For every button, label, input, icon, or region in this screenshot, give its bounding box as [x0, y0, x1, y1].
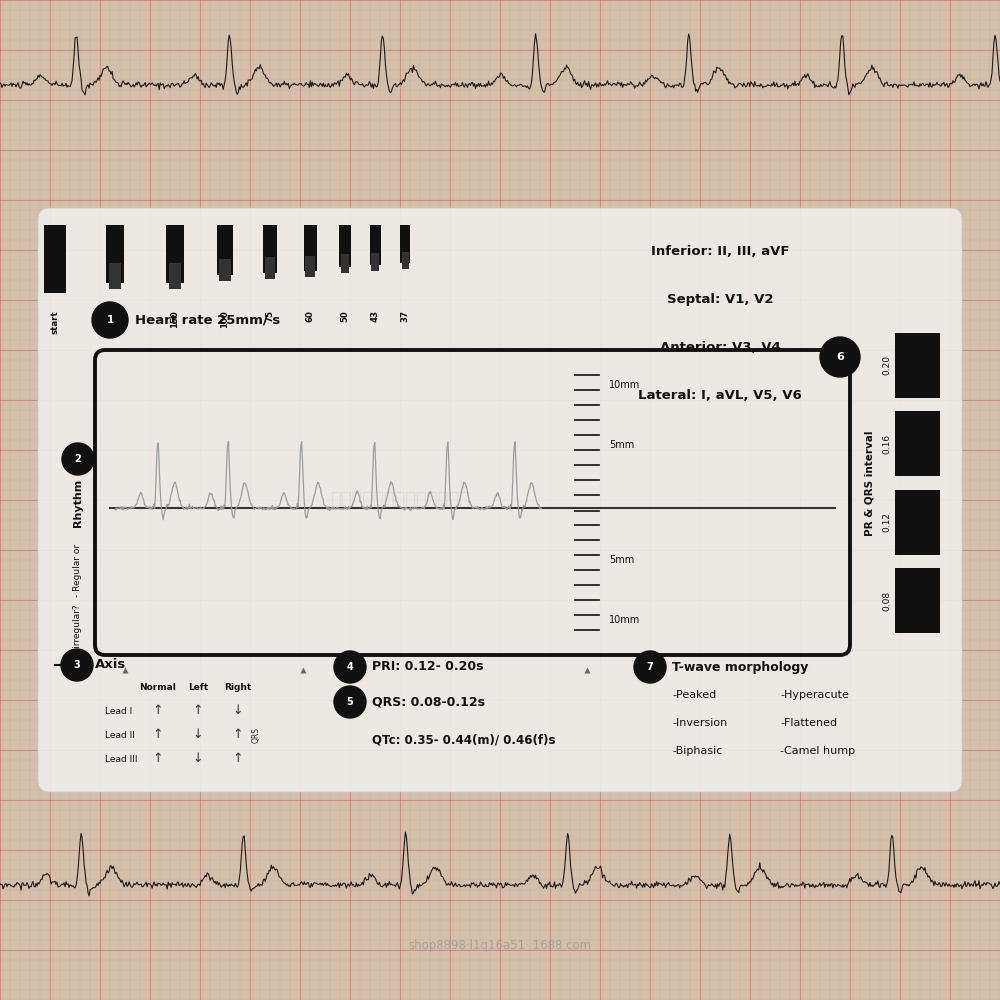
Text: shop8898·l1q16a51·.1688.com: shop8898·l1q16a51·.1688.com	[408, 938, 592, 952]
Bar	[400, 225, 410, 263]
Bar	[895, 490, 940, 555]
Text: ↑: ↑	[153, 704, 163, 718]
Text: -Camel hump: -Camel hump	[780, 746, 855, 756]
Text: PRI: 0.12- 0.20s: PRI: 0.12- 0.20s	[372, 660, 484, 674]
Text: Septal: V1, V2: Septal: V1, V2	[667, 293, 773, 306]
Text: QTc: 0.35- 0.44(m)/ 0.46(f)s: QTc: 0.35- 0.44(m)/ 0.46(f)s	[372, 734, 556, 746]
Circle shape	[92, 302, 128, 338]
Text: ↓: ↓	[193, 728, 203, 742]
Text: 1: 1	[106, 315, 114, 325]
Bar	[402, 252, 409, 269]
Circle shape	[62, 443, 94, 475]
Text: - irregular?: - irregular?	[74, 604, 82, 654]
Bar	[895, 332, 940, 397]
Text: -Hyperacute: -Hyperacute	[780, 690, 849, 700]
Text: -Peaked: -Peaked	[672, 690, 716, 700]
Text: Lateral: I, aVL, V5, V6: Lateral: I, aVL, V5, V6	[638, 389, 802, 402]
Bar	[370, 225, 380, 265]
Text: 6: 6	[836, 352, 844, 362]
Text: 300: 300	[110, 310, 120, 328]
Text: ↑: ↑	[233, 752, 243, 766]
Bar	[304, 225, 316, 271]
Bar	[219, 258, 231, 281]
Bar	[265, 257, 275, 279]
Circle shape	[820, 337, 860, 377]
Text: 37: 37	[400, 310, 410, 322]
Bar	[169, 263, 181, 289]
Text: 0.12: 0.12	[882, 512, 891, 532]
Bar	[217, 225, 233, 275]
Text: 3: 3	[74, 660, 80, 670]
Bar	[263, 225, 277, 273]
Text: 4: 4	[347, 662, 353, 672]
Text: 东菞市辉晶泰工艺品有限公司: 东菞市辉晶泰工艺品有限公司	[330, 491, 470, 509]
Text: 0.16: 0.16	[882, 434, 891, 454]
Circle shape	[334, 686, 366, 718]
Bar	[371, 253, 379, 271]
Text: 0.08: 0.08	[882, 591, 891, 611]
Text: Lead II: Lead II	[105, 730, 135, 740]
Bar	[166, 225, 184, 283]
Text: 5mm: 5mm	[609, 555, 635, 565]
Text: Right: Right	[224, 683, 252, 692]
Text: 50: 50	[340, 310, 350, 322]
Text: Lead III: Lead III	[105, 754, 138, 764]
Text: 43: 43	[370, 310, 380, 322]
Text: ↑: ↑	[153, 728, 163, 742]
Text: 5mm: 5mm	[609, 440, 635, 450]
Bar	[109, 263, 121, 289]
Text: Lead I: Lead I	[105, 706, 132, 716]
Text: 75: 75	[266, 310, 274, 322]
Text: -Inversion: -Inversion	[672, 718, 727, 728]
Bar	[44, 225, 66, 293]
Text: 150: 150	[170, 310, 180, 328]
Circle shape	[61, 649, 93, 681]
Text: Normal: Normal	[140, 683, 176, 692]
Text: Inferior: II, III, aVF: Inferior: II, III, aVF	[651, 245, 789, 258]
Text: Left: Left	[188, 683, 208, 692]
Text: Rhythm: Rhythm	[73, 479, 83, 527]
Text: ↓: ↓	[233, 704, 243, 718]
Text: 5: 5	[347, 697, 353, 707]
Text: -Biphasic: -Biphasic	[672, 746, 722, 756]
Text: 7: 7	[647, 662, 653, 672]
Text: Heart rate 25mm/ s: Heart rate 25mm/ s	[135, 314, 280, 326]
Bar	[305, 256, 315, 277]
Text: T-wave morphology: T-wave morphology	[672, 660, 808, 674]
Text: -Flattened: -Flattened	[780, 718, 837, 728]
Bar	[341, 254, 349, 273]
Text: ↑: ↑	[193, 704, 203, 718]
Bar	[895, 568, 940, 633]
Text: 0.20: 0.20	[882, 355, 891, 375]
Text: QRS: QRS	[252, 727, 260, 743]
Text: 10mm: 10mm	[609, 615, 641, 625]
Bar	[106, 225, 124, 283]
Circle shape	[634, 651, 666, 683]
Text: 60: 60	[306, 310, 314, 322]
Text: ↑: ↑	[153, 752, 163, 766]
Text: Axis: Axis	[95, 658, 126, 672]
Text: 2: 2	[75, 454, 81, 464]
Text: ↓: ↓	[193, 752, 203, 766]
FancyBboxPatch shape	[38, 208, 962, 792]
Text: ↑: ↑	[233, 728, 243, 742]
Text: Anterior: V3, V4: Anterior: V3, V4	[660, 341, 780, 354]
Text: QRS: 0.08-0.12s: QRS: 0.08-0.12s	[372, 696, 485, 708]
Text: 100: 100	[220, 310, 230, 328]
Bar	[339, 225, 351, 267]
Text: start: start	[50, 310, 60, 334]
Circle shape	[334, 651, 366, 683]
Bar	[895, 411, 940, 476]
Text: PR & QRS interval: PR & QRS interval	[865, 430, 875, 536]
Text: - Regular or: - Regular or	[74, 544, 82, 597]
Text: 10mm: 10mm	[609, 380, 641, 390]
